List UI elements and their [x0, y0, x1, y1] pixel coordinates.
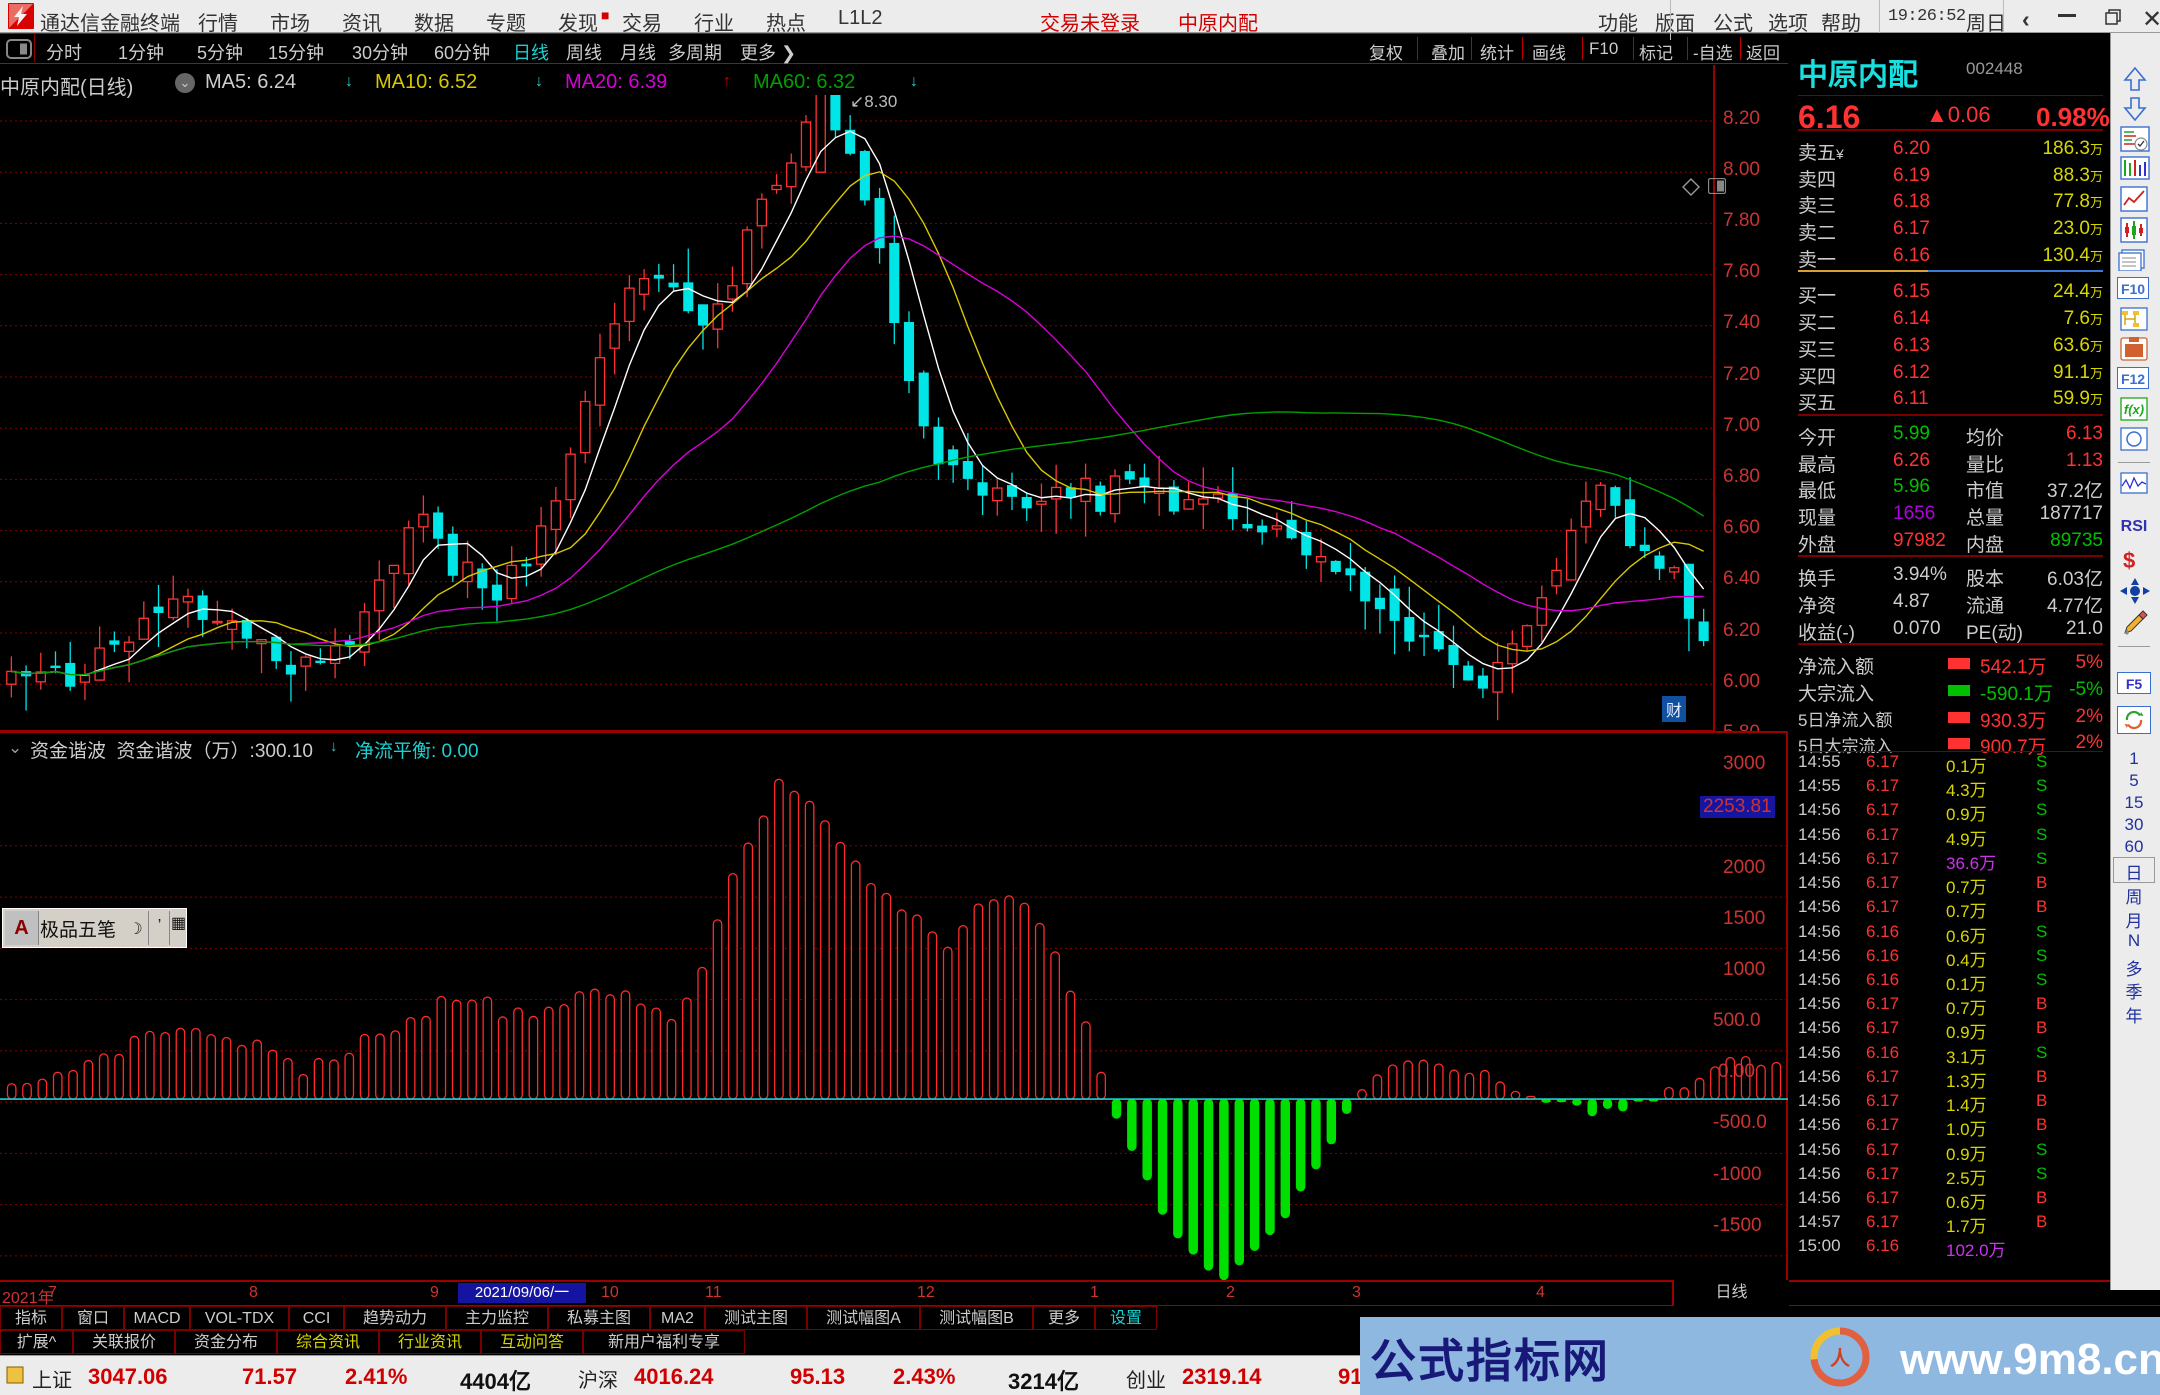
- svg-text:f(x): f(x): [2124, 402, 2144, 417]
- svg-text:人: 人: [1830, 1347, 1851, 1370]
